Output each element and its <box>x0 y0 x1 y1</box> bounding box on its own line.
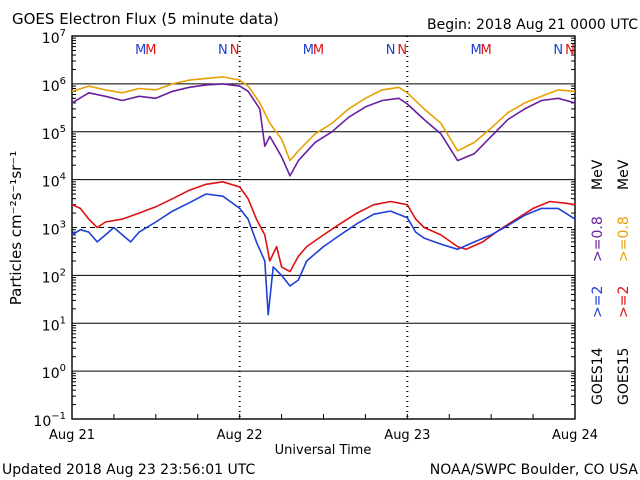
x-tick-label: Aug 21 <box>49 428 95 443</box>
mn-markers: MM N N MM N N MM N N <box>135 43 575 58</box>
series-line <box>71 193 576 316</box>
mn-marker: N <box>230 43 240 58</box>
y-tick-label: 102 <box>42 267 66 286</box>
y-tick-label: 107 <box>42 28 66 47</box>
legend-goes15-2mev: >=2 <box>616 286 632 318</box>
mn-marker: N <box>553 43 563 58</box>
x-tick-label: Aug 23 <box>384 428 430 443</box>
mn-marker: M <box>470 43 481 58</box>
mn-marker: N <box>565 43 575 58</box>
source-credit: NOAA/SWPC Boulder, CO USA <box>430 462 639 478</box>
legend-goes14-08mev: >=0.8 <box>590 216 606 262</box>
x-tick-labels: Aug 21 Aug 22 Aug 23 Aug 24 <box>49 428 598 443</box>
legend: GOES14 GOES15 >=2 >=2 >=0.8 >=0.8 MeV Me… <box>590 159 632 405</box>
mn-marker: M <box>481 43 492 58</box>
mn-marker: N <box>397 43 407 58</box>
y-tick-labels: 107 106 105 104 103 102 101 100 10−1 <box>33 28 66 430</box>
data-series <box>71 76 576 316</box>
gridlines <box>72 37 575 406</box>
mn-marker: M <box>135 43 146 58</box>
legend-goes14-2mev: >=2 <box>590 286 606 318</box>
y-tick-label: 100 <box>42 363 66 382</box>
mn-marker: M <box>313 43 324 58</box>
legend-goes14: GOES14 <box>590 347 606 405</box>
y-tick-label: 106 <box>42 76 66 95</box>
series-line <box>71 83 576 177</box>
mn-marker: M <box>303 43 314 58</box>
mn-marker: M <box>145 43 156 58</box>
x-tick-label: Aug 24 <box>552 428 598 443</box>
y-tick-label: 10−1 <box>33 411 66 430</box>
series-line <box>71 76 576 162</box>
legend-goes15: GOES15 <box>616 348 632 405</box>
begin-label: Begin: 2018 Aug 21 0000 UTC <box>427 17 638 33</box>
mn-marker: N <box>386 43 396 58</box>
legend-mev-1: MeV <box>590 159 606 190</box>
y-tick-label: 101 <box>42 315 66 334</box>
chart-title: GOES Electron Flux (5 minute data) <box>12 10 279 28</box>
series-line <box>71 181 576 273</box>
y-tick-label: 103 <box>42 220 66 239</box>
mn-marker: N <box>218 43 228 58</box>
y-tick-label: 105 <box>42 124 66 143</box>
legend-mev-2: MeV <box>616 159 632 190</box>
x-axis-label: Universal Time <box>275 443 372 458</box>
x-tick-label: Aug 22 <box>217 428 263 443</box>
day-separators <box>71 36 576 419</box>
y-axis-label: Particles cm⁻²s⁻¹sr⁻¹ <box>7 151 25 305</box>
y-tick-label: 104 <box>42 172 66 191</box>
legend-goes15-08mev: >=0.8 <box>616 216 632 262</box>
updated-timestamp: Updated 2018 Aug 23 23:56:01 UTC <box>2 462 255 478</box>
